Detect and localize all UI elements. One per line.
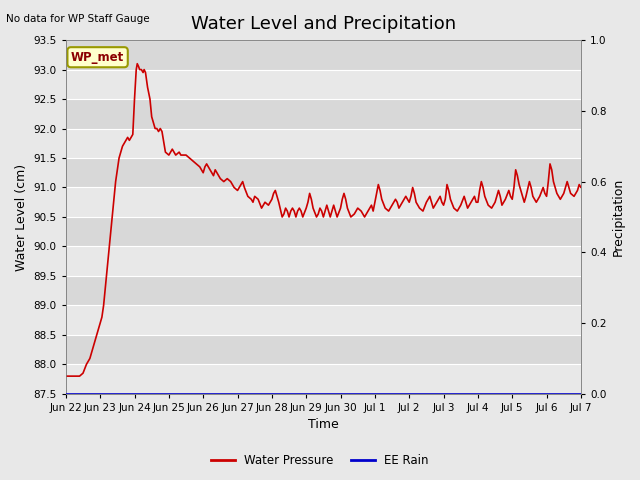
Bar	[66, 129, 581, 158]
X-axis label: Time: Time	[308, 419, 339, 432]
Legend: Water Pressure, EE Rain: Water Pressure, EE Rain	[207, 449, 433, 472]
Bar	[66, 246, 581, 276]
Bar	[66, 305, 581, 335]
Y-axis label: Water Level (cm): Water Level (cm)	[15, 163, 28, 271]
Bar	[66, 158, 581, 188]
Bar	[66, 276, 581, 305]
Bar	[66, 364, 581, 394]
Bar	[66, 188, 581, 217]
Text: WP_met: WP_met	[71, 51, 124, 64]
Bar	[66, 335, 581, 364]
Title: Water Level and Precipitation: Water Level and Precipitation	[191, 15, 456, 33]
Bar	[66, 40, 581, 70]
Bar	[66, 217, 581, 246]
Bar	[66, 70, 581, 99]
Bar	[66, 99, 581, 129]
Text: No data for WP Staff Gauge: No data for WP Staff Gauge	[6, 14, 150, 24]
Y-axis label: Precipitation: Precipitation	[612, 178, 625, 256]
